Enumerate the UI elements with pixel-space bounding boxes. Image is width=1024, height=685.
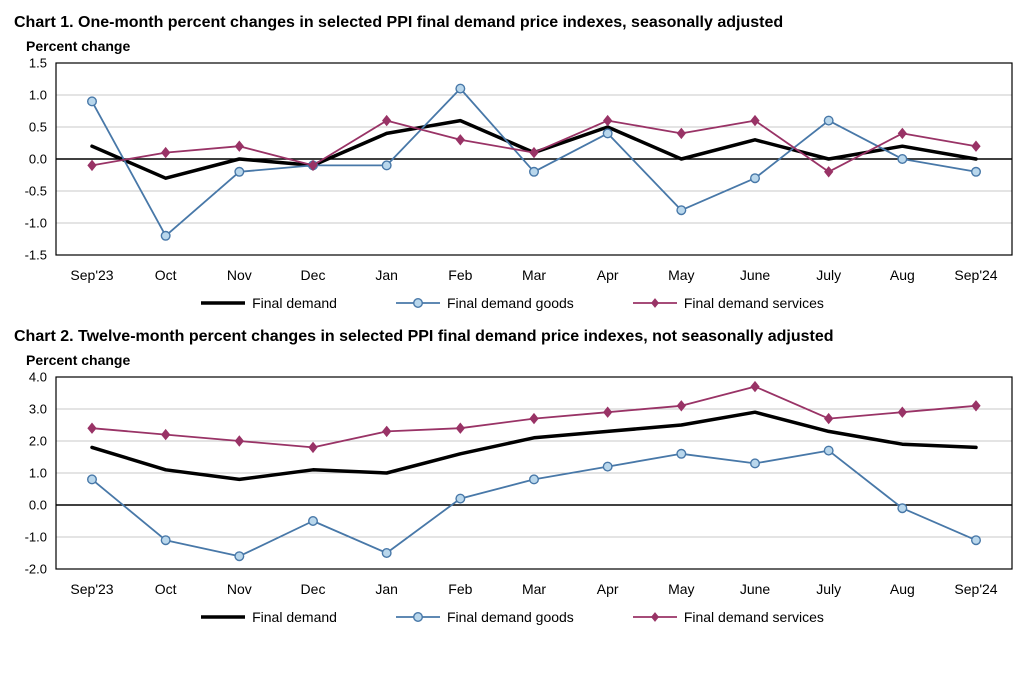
svg-text:Mar: Mar (522, 267, 546, 283)
svg-text:June: June (740, 267, 771, 283)
chart1-title: Chart 1. One-month percent changes in se… (14, 14, 784, 31)
svg-text:3.0: 3.0 (29, 402, 47, 417)
svg-text:Aug: Aug (890, 581, 915, 597)
svg-text:1.0: 1.0 (29, 466, 47, 481)
svg-text:2.0: 2.0 (29, 434, 47, 449)
svg-text:4.0: 4.0 (29, 370, 47, 385)
legend-label-final-demand-goods: Final demand goods (446, 609, 574, 625)
svg-text:Sep'24: Sep'24 (954, 267, 997, 283)
svg-text:-0.5: -0.5 (25, 184, 47, 199)
svg-text:Sep'23: Sep'23 (70, 267, 113, 283)
svg-text:Dec: Dec (301, 267, 326, 283)
svg-text:0.0: 0.0 (29, 152, 47, 167)
legend-item-final-demand: Final demand (200, 295, 337, 311)
svg-text:Sep'23: Sep'23 (70, 581, 113, 597)
svg-text:Apr: Apr (597, 581, 619, 597)
legend-item-final-demand-services: Final demand services (632, 609, 824, 625)
legend-label-final-demand: Final demand (252, 295, 337, 311)
chart2-plot: 4.0 3.0 2.0 1.0 0.0 -1.0 -2.0 Sep'23 Oct Nov Dec Ja… (25, 370, 1013, 597)
final-demand-line-swatch-icon (201, 301, 246, 305)
svg-text:Mar: Mar (522, 581, 546, 597)
legend-item-final-demand-goods: Final demand goods (395, 609, 574, 625)
svg-text:Sep'24: Sep'24 (954, 581, 997, 597)
chart2-section: Chart 2. Twelve-month percent changes in… (0, 328, 1024, 628)
chart1-plot: 1.5 1.0 0.5 0.0 -0.5 -1.0 -1.5 Sep'23 Oct Nov Dec J… (25, 56, 1013, 283)
final-demand-goods-line-swatch-icon (395, 297, 440, 309)
legend-label-final-demand-services: Final demand services (683, 295, 824, 311)
svg-text:Aug: Aug (890, 267, 915, 283)
svg-text:May: May (668, 581, 694, 597)
svg-text:-1.0: -1.0 (25, 216, 47, 231)
svg-text:Oct: Oct (155, 267, 177, 283)
chart1-y-axis-label: Percent change (26, 38, 131, 54)
chart1-legend: Final demand Final demand goods Final de… (0, 292, 1024, 314)
svg-text:Jan: Jan (375, 267, 398, 283)
svg-text:Dec: Dec (301, 581, 326, 597)
legend-label-final-demand-goods: Final demand goods (446, 295, 574, 311)
legend-label-final-demand-services: Final demand services (683, 609, 824, 625)
svg-text:Jan: Jan (375, 581, 398, 597)
final-demand-line-swatch-icon (201, 615, 246, 619)
svg-text:1.0: 1.0 (29, 88, 47, 103)
legend-item-final-demand-services: Final demand services (632, 295, 824, 311)
chart2-y-axis-label: Percent change (26, 352, 131, 368)
chart2-title: Chart 2. Twelve-month percent changes in… (14, 328, 834, 345)
svg-text:Nov: Nov (227, 581, 252, 597)
svg-text:-1.0: -1.0 (25, 530, 47, 545)
svg-text:July: July (816, 581, 841, 597)
svg-text:June: June (740, 581, 771, 597)
svg-text:Nov: Nov (227, 267, 252, 283)
svg-text:May: May (668, 267, 694, 283)
svg-text:0.5: 0.5 (29, 120, 47, 135)
svg-text:-1.5: -1.5 (25, 248, 47, 263)
final-demand-services-line-swatch-icon (632, 612, 677, 622)
svg-text:July: July (816, 267, 841, 283)
svg-text:Oct: Oct (155, 581, 177, 597)
legend-item-final-demand: Final demand (200, 609, 337, 625)
final-demand-goods-line-swatch-icon (395, 611, 440, 623)
svg-text:0.0: 0.0 (29, 498, 47, 513)
chart2-legend: Final demand Final demand goods Final de… (0, 606, 1024, 628)
legend-item-final-demand-goods: Final demand goods (395, 295, 574, 311)
svg-text:Feb: Feb (448, 581, 472, 597)
legend-label-final-demand: Final demand (252, 609, 337, 625)
svg-text:-2.0: -2.0 (25, 562, 47, 577)
svg-text:Apr: Apr (597, 267, 619, 283)
final-demand-services-line-swatch-icon (632, 298, 677, 308)
chart1-section: Chart 1. One-month percent changes in se… (0, 14, 1024, 314)
svg-text:1.5: 1.5 (29, 56, 47, 71)
svg-text:Feb: Feb (448, 267, 472, 283)
